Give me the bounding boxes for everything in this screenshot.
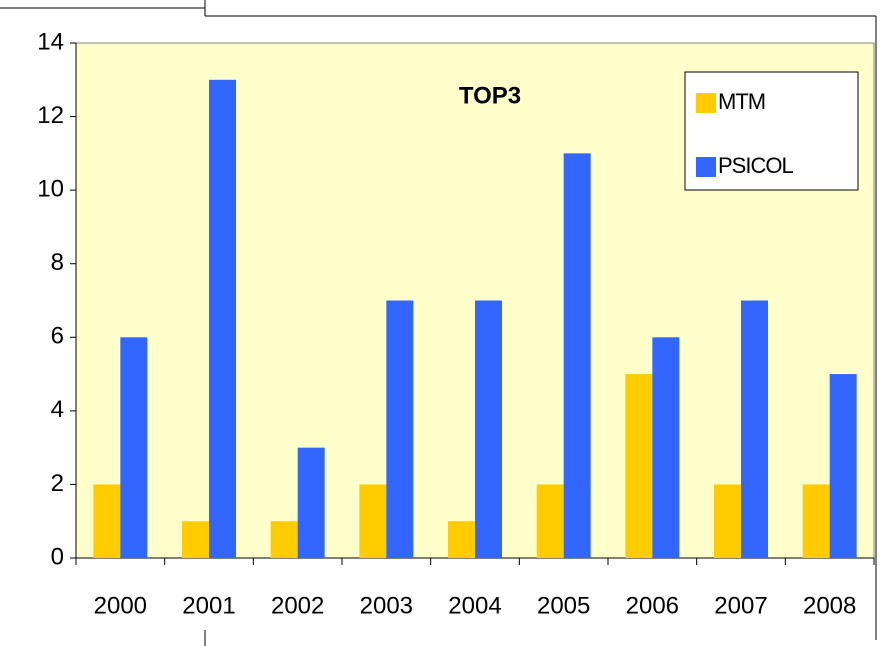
bar (625, 374, 653, 558)
x-tick-label: 2008 (803, 592, 856, 619)
bar (93, 484, 121, 558)
legend-label: MTM (718, 89, 765, 114)
bar (536, 484, 564, 558)
x-tick-label: 2005 (537, 592, 590, 619)
y-tick-label: 14 (37, 28, 64, 55)
x-tick-label: 2004 (448, 592, 501, 619)
bar (714, 484, 741, 558)
x-tick-label: 2006 (626, 592, 679, 619)
bar (475, 300, 502, 558)
y-tick-label: 0 (51, 543, 64, 570)
y-tick-label: 10 (37, 175, 64, 202)
bar (829, 374, 857, 558)
y-tick-label: 12 (37, 102, 64, 129)
bar (652, 337, 680, 558)
x-tick-label: 2001 (182, 592, 235, 619)
chart-title: TOP3 (459, 82, 521, 109)
y-tick-label: 6 (51, 323, 64, 350)
bar (182, 521, 209, 558)
x-tick-label: 2003 (360, 592, 413, 619)
bar (297, 447, 325, 558)
bar (270, 521, 298, 558)
bar (209, 79, 236, 559)
y-tick-label: 2 (51, 470, 64, 497)
y-tick-label: 4 (51, 396, 64, 423)
legend-swatch (696, 93, 716, 113)
bar (563, 153, 591, 558)
x-tick-label: 2007 (714, 592, 767, 619)
bar (359, 484, 387, 558)
legend-swatch (696, 157, 716, 177)
x-tick-label: 2000 (94, 592, 147, 619)
bar (448, 521, 475, 558)
bar (120, 337, 148, 558)
legend-label: PSICOL (718, 153, 793, 178)
bar (802, 484, 830, 558)
y-tick-label: 8 (51, 249, 64, 276)
bar (741, 300, 768, 558)
bar (386, 300, 414, 558)
x-tick-label: 2002 (271, 592, 324, 619)
